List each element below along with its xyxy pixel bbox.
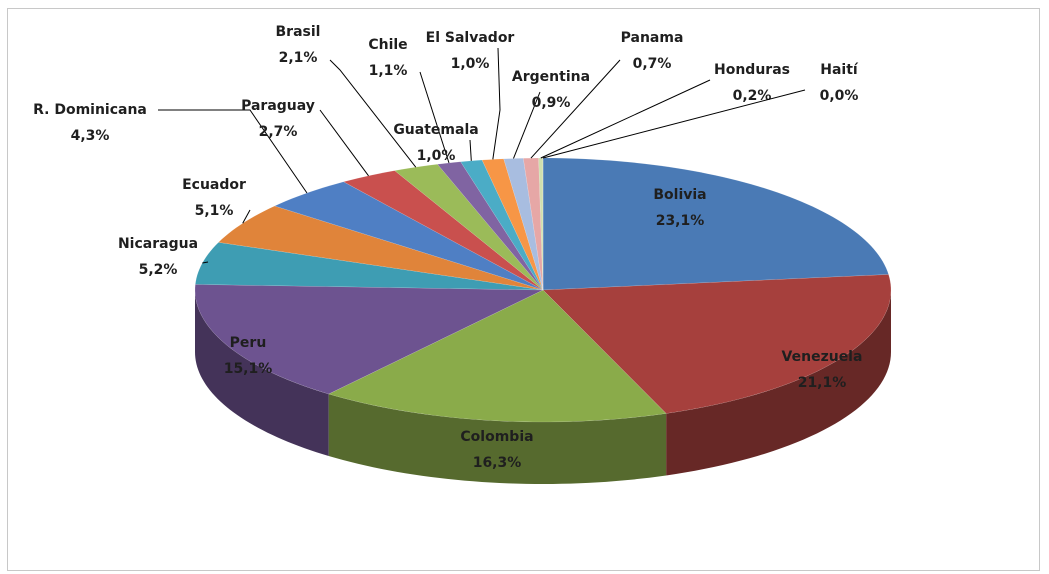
slice-side [195, 290, 329, 456]
slice [538, 157, 544, 291]
leader-line [540, 79, 711, 159]
leader-line [542, 89, 806, 159]
slice-value-label: 1,0% [451, 56, 490, 72]
slice [542, 157, 889, 291]
leader-line [329, 59, 417, 168]
slice-side [328, 393, 667, 484]
slice-label: Chile [368, 37, 407, 53]
slice-value-label: 0,9% [532, 95, 571, 111]
slice [194, 284, 544, 395]
slice-value-label: 2,1% [279, 50, 318, 66]
slice-label: El Salvador [426, 30, 515, 46]
slice-value-label: 0,2% [733, 88, 772, 104]
slice-label: Venezuela [782, 349, 863, 365]
slice-value-label: 5,2% [139, 262, 178, 278]
slice-label: Peru [230, 335, 267, 351]
slice-label: Bolivia [653, 187, 706, 203]
slice-value-label: 15,1% [224, 361, 273, 377]
slice [342, 170, 544, 291]
slice-value-label: 1,1% [369, 63, 408, 79]
slice [195, 242, 544, 291]
slice-value-label: 0,0% [820, 88, 859, 104]
slice-value-label: 23,1% [656, 213, 705, 229]
leader-line [202, 261, 209, 264]
slice [273, 181, 544, 291]
leader-line [492, 47, 501, 160]
slice [327, 289, 667, 423]
slice-label: Colombia [460, 429, 533, 445]
leader-line [319, 109, 369, 177]
slice-label: Ecuador [182, 177, 246, 193]
slice-label: Honduras [714, 62, 790, 78]
slice-value-label: 5,1% [195, 203, 234, 219]
leader-line [530, 59, 621, 159]
slice [542, 274, 892, 414]
slice-value-label: 21,1% [798, 375, 847, 391]
slice-label: Argentina [512, 69, 590, 85]
slice-label: Haití [820, 62, 859, 78]
leader-line [419, 71, 450, 164]
leader-line [513, 91, 541, 159]
slice-label: Guatemala [393, 122, 478, 138]
slice-value-label: 16,3% [473, 455, 522, 471]
slice-value-label: 0,7% [633, 56, 672, 72]
slice-value-label: 1,0% [417, 148, 456, 164]
leader-line [158, 109, 308, 194]
slice-value-label: 4,3% [71, 128, 110, 144]
slice-label: Panama [621, 30, 684, 46]
slice-label: Nicaragua [118, 236, 198, 252]
leader-line [469, 139, 472, 161]
slice-value-label: 2,7% [259, 124, 298, 140]
slice-label: Brasil [276, 24, 321, 40]
slice-side [666, 290, 891, 476]
leader-line [242, 209, 251, 224]
slice-label: R. Dominicana [33, 102, 147, 118]
slice-label: Paraguay [241, 98, 315, 114]
